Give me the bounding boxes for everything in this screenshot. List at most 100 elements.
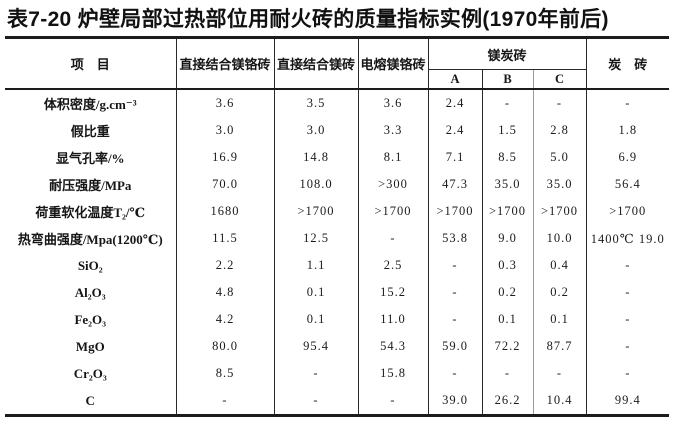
cell: 3.0 bbox=[274, 117, 359, 144]
table-row: Al₂O₃ 4.8 0.1 15.2 - 0.2 0.2 - bbox=[5, 279, 669, 306]
cell: 56.4 bbox=[614, 177, 641, 191]
cell: 15.8 bbox=[358, 360, 429, 387]
cell: 3.6 bbox=[176, 89, 275, 117]
page-title: 表7-20 炉壁局部过热部位用耐火砖的质量指标实例(1970年前后) bbox=[7, 8, 609, 31]
cell: - bbox=[625, 366, 631, 380]
cell: >1700 bbox=[533, 198, 587, 225]
cell: 35.0 bbox=[533, 171, 587, 198]
cell: 8.5 bbox=[482, 144, 534, 171]
quality-index-table: 项 目 直接结合镁铬砖 直接结合镁砖 电熔镁铬砖 镁炭砖 炭 砖 A B C 体… bbox=[5, 36, 670, 417]
row-label: 热弯曲强度/Mpa(1200℃) bbox=[5, 225, 177, 252]
cell: 35.0 bbox=[482, 171, 534, 198]
row-label: MgO bbox=[5, 333, 177, 360]
column-header-direct-bonded-magnesia: 直接结合镁砖 bbox=[274, 37, 359, 90]
header-row-main: 项 目 直接结合镁铬砖 直接结合镁砖 电熔镁铬砖 镁炭砖 炭 砖 bbox=[5, 37, 670, 90]
cell: - bbox=[625, 285, 631, 299]
subcolumn-header-b: B bbox=[482, 69, 534, 90]
cell: 0.3 bbox=[482, 252, 534, 279]
cell: 70.0 bbox=[176, 171, 275, 198]
cell: 3.5 bbox=[274, 89, 359, 117]
row-label: 显气孔率/% bbox=[5, 144, 177, 171]
cell: 2.4 bbox=[428, 89, 483, 117]
cell: - bbox=[533, 89, 587, 117]
cell: 26.2 bbox=[482, 387, 534, 416]
row-label: 体积密度/g.cm⁻³ bbox=[5, 89, 177, 117]
cell: 5.0 bbox=[533, 144, 587, 171]
cell: 1680 bbox=[176, 198, 275, 225]
cell: - bbox=[625, 312, 631, 326]
subcolumn-header-c: C bbox=[533, 69, 587, 90]
cell: 80.0 bbox=[176, 333, 275, 360]
cell: 0.1 bbox=[274, 306, 359, 333]
subcolumn-header-a: A bbox=[428, 69, 483, 90]
cell: - bbox=[274, 387, 359, 416]
cell: >1700 bbox=[609, 204, 647, 218]
cell: - bbox=[533, 360, 587, 387]
cell: - bbox=[625, 258, 631, 272]
cell: 87.7 bbox=[533, 333, 587, 360]
column-group-header-mag-carbon: 镁炭砖 bbox=[428, 37, 587, 70]
cell: 16.9 bbox=[176, 144, 275, 171]
cell: - bbox=[428, 279, 483, 306]
cell: 54.3 bbox=[358, 333, 429, 360]
cell: 11.5 bbox=[176, 225, 275, 252]
table-row: 体积密度/g.cm⁻³ 3.6 3.5 3.6 2.4 - - - bbox=[5, 89, 669, 117]
cell: 4.8 bbox=[176, 279, 275, 306]
cell: 4.2 bbox=[176, 306, 275, 333]
cell: 7.1 bbox=[428, 144, 483, 171]
cell: 14.8 bbox=[274, 144, 359, 171]
cell: - bbox=[176, 387, 275, 416]
table-row: SiO₂ 2.2 1.1 2.5 - 0.3 0.4 - bbox=[5, 252, 669, 279]
cell: - bbox=[358, 225, 429, 252]
cell: 11.0 bbox=[358, 306, 429, 333]
cell: 2.8 bbox=[533, 117, 587, 144]
cell: 6.9 bbox=[618, 150, 638, 164]
cell: >300 bbox=[358, 171, 429, 198]
cell: >1700 bbox=[274, 198, 359, 225]
cell: 0.2 bbox=[482, 279, 534, 306]
cell: 1.8 bbox=[618, 123, 638, 137]
cell: 0.1 bbox=[482, 306, 534, 333]
cell: 2.4 bbox=[428, 117, 483, 144]
header-row-sub: A B C bbox=[5, 69, 669, 90]
cell: 8.5 bbox=[176, 360, 275, 387]
cell: 39.0 bbox=[428, 387, 483, 416]
row-label: Al₂O₃ bbox=[5, 279, 177, 306]
column-header-direct-bonded-mag-chrome: 直接结合镁铬砖 bbox=[176, 37, 275, 90]
cell: 12.5 bbox=[274, 225, 359, 252]
cell: 10.4 bbox=[533, 387, 587, 416]
row-label: Fe₂O₃ bbox=[5, 306, 177, 333]
table-row: C - - - 39.0 26.2 10.4 99.4 bbox=[5, 387, 669, 416]
cell: 9.0 bbox=[482, 225, 534, 252]
cell: 8.1 bbox=[358, 144, 429, 171]
cell: 2.5 bbox=[358, 252, 429, 279]
cell: 2.2 bbox=[176, 252, 275, 279]
cell: 59.0 bbox=[428, 333, 483, 360]
row-label: 假比重 bbox=[5, 117, 177, 144]
column-header-fused-mag-chrome: 电熔镁铬砖 bbox=[358, 37, 429, 90]
cell: 0.4 bbox=[533, 252, 587, 279]
cell: - bbox=[625, 339, 631, 353]
cell: - bbox=[625, 96, 631, 110]
cell: 3.3 bbox=[358, 117, 429, 144]
column-header-carbon-brick: 炭 砖 bbox=[586, 37, 670, 90]
cell: - bbox=[358, 387, 429, 416]
row-label: Cr₂O₃ bbox=[5, 360, 177, 387]
cell: 3.0 bbox=[176, 117, 275, 144]
table-row: 荷重软化温度T₂/℃ 1680 >1700 >1700 >1700 >1700 … bbox=[5, 198, 669, 225]
cell: - bbox=[482, 360, 534, 387]
cell: >1700 bbox=[358, 198, 429, 225]
cell: 3.6 bbox=[358, 89, 429, 117]
table-row: 显气孔率/% 16.9 14.8 8.1 7.1 8.5 5.0 6.9 bbox=[5, 144, 669, 171]
row-label: 耐压强度/MPa bbox=[5, 171, 177, 198]
cell: 0.1 bbox=[274, 279, 359, 306]
table-row: Cr₂O₃ 8.5 - 15.8 - - - - bbox=[5, 360, 669, 387]
row-label: 荷重软化温度T₂/℃ bbox=[5, 198, 177, 225]
cell: >1700 bbox=[482, 198, 534, 225]
cell: 0.2 bbox=[533, 279, 587, 306]
table-row: Fe₂O₃ 4.2 0.1 11.0 - 0.1 0.1 - bbox=[5, 306, 669, 333]
cell: 99.4 bbox=[614, 393, 641, 407]
cell: - bbox=[428, 252, 483, 279]
cell: - bbox=[274, 360, 359, 387]
